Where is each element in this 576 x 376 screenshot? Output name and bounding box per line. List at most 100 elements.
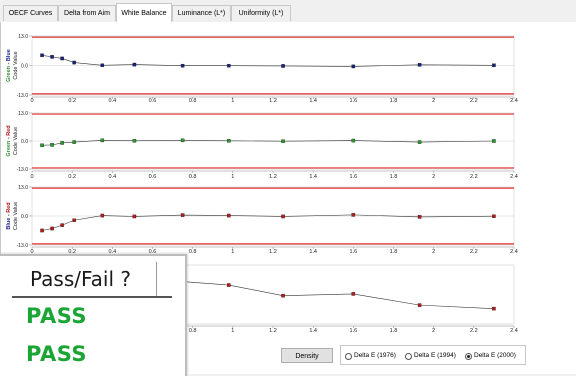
data-point	[180, 213, 185, 217]
data-point	[132, 139, 137, 143]
density-button[interactable]: Density	[281, 348, 333, 363]
x-tick-label: 1.4	[309, 98, 317, 104]
x-tick-label: 1.8	[390, 98, 398, 104]
data-point	[60, 56, 64, 61]
column-divider	[156, 262, 157, 296]
data-point	[492, 139, 496, 143]
data-point	[180, 138, 185, 143]
pass-fail-overlay: Pass/Fail ? PASS PASS	[0, 254, 187, 376]
data-point	[351, 138, 356, 143]
y-axis-title: Blue - Red	[6, 202, 12, 229]
data-point	[100, 213, 105, 218]
x-tick-label: 2.4	[510, 174, 518, 180]
x-tick-label: 1.2	[269, 174, 277, 180]
data-point	[227, 213, 231, 218]
x-tick-label: 0	[30, 174, 33, 180]
x-tick-label: 2.4	[510, 249, 518, 255]
x-tick-label: 1	[231, 174, 234, 180]
x-tick-label: 0.8	[189, 328, 197, 334]
x-tick-label: 1.8	[390, 174, 398, 180]
y-tick-label: -13.0	[17, 167, 29, 173]
data-point	[417, 63, 422, 67]
y-tick-label: -13.0	[17, 243, 29, 249]
y-axis-subtitle: Code Value	[13, 127, 19, 155]
x-tick-label: 2.2	[470, 249, 478, 255]
radio-delta-e-2000[interactable]: Delta E (2000)	[465, 351, 516, 361]
data-point	[132, 62, 137, 67]
pass-fail-header: Pass/Fail ?	[12, 264, 172, 298]
x-tick-label: 2	[432, 328, 435, 334]
x-tick-label: 0.4	[109, 249, 117, 255]
data-point	[72, 60, 76, 65]
x-tick-label: 0.6	[149, 249, 157, 255]
radio-dot-icon	[405, 352, 412, 360]
y-tick-label: 0.0	[21, 64, 28, 70]
radio-delta-e-1994[interactable]: Delta E (1994)	[405, 351, 456, 361]
data-point	[281, 64, 285, 68]
chart-panel-1: 13.0 0.0 -13.0 Green - Blue Code Value 0 0.2 0.…	[6, 34, 518, 104]
data-point	[60, 141, 64, 145]
x-tick-label: 2.2	[470, 328, 478, 334]
data-point	[60, 223, 64, 227]
data-point	[72, 218, 76, 222]
x-tick-label: 1.6	[350, 328, 358, 334]
tab-luminance[interactable]: Luminance (L*)	[172, 5, 231, 21]
y-tick-label: 0.0	[21, 214, 28, 220]
tab-bar: OECF Curves Delta from Aim White Balance…	[0, 0, 576, 23]
chart-panel-3: 13.0 0.0 -13.0 Blue - Red Code Value 0 0.2 0.4 0…	[6, 185, 518, 255]
series-line	[142, 276, 494, 309]
y-axis-subtitle: Code Value	[13, 51, 19, 79]
x-tick-label: 0.8	[189, 174, 197, 180]
data-point	[417, 215, 422, 219]
data-point	[351, 213, 356, 217]
x-tick-label: 1.2	[269, 328, 277, 334]
data-point	[281, 293, 285, 298]
x-tick-label: 2.4	[510, 328, 518, 334]
data-point	[100, 63, 105, 68]
data-point	[492, 63, 496, 68]
data-point	[40, 53, 44, 58]
data-point	[100, 138, 105, 143]
series-line	[41, 54, 494, 67]
x-tick-label: 2.4	[510, 98, 518, 104]
x-tick-label: 1	[231, 249, 234, 255]
series-line	[41, 214, 494, 231]
x-tick-label: 0.4	[109, 174, 117, 180]
x-tick-label: 1.4	[309, 249, 317, 255]
x-tick-label: 2	[432, 174, 435, 180]
data-point	[50, 226, 54, 231]
x-tick-label: 1.2	[269, 98, 277, 104]
data-point	[227, 63, 231, 68]
tab-oecf-curves[interactable]: OECF Curves	[3, 5, 58, 21]
x-tick-label: 1.6	[350, 249, 358, 255]
x-tick-label: 0.2	[68, 249, 76, 255]
chart-panel-2: 13.0 0.0 -13.0 Green - Red Code Value 0 0.2 0.4…	[6, 111, 518, 180]
x-tick-label: 1.4	[309, 328, 317, 334]
x-tick-label: 2	[432, 249, 435, 255]
y-tick-label: 13.0	[18, 111, 28, 117]
x-tick-label: 0	[30, 249, 33, 255]
data-point	[417, 140, 422, 144]
radio-label: Delta E (1976)	[354, 352, 396, 359]
delta-e-options: Delta E (1976) Delta E (1994) Delta E (2…	[340, 345, 526, 365]
y-axis-title: Green - Red	[6, 125, 12, 156]
pass-status-2: PASS	[26, 342, 88, 366]
y-tick-label: -13.0	[17, 93, 29, 99]
x-tick-label: 0.2	[68, 98, 76, 104]
data-point	[351, 292, 356, 296]
radio-label: Delta E (1994)	[414, 352, 456, 359]
tab-uniformity[interactable]: Uniformity (L*)	[231, 5, 291, 21]
x-tick-label: 0.8	[189, 98, 197, 104]
x-tick-label: 0.4	[109, 98, 117, 104]
x-tick-label: 0.8	[189, 249, 197, 255]
data-point	[492, 214, 496, 218]
tab-white-balance[interactable]: White Balance	[116, 3, 172, 23]
radio-dot-selected-icon	[465, 352, 472, 360]
radio-delta-e-1976[interactable]: Delta E (1976)	[345, 351, 396, 361]
x-tick-label: 1.2	[269, 249, 277, 255]
data-point	[50, 55, 54, 59]
tab-delta-from-aim[interactable]: Delta from Aim	[58, 5, 116, 21]
data-point	[227, 283, 231, 287]
x-tick-label: 1	[231, 328, 234, 334]
